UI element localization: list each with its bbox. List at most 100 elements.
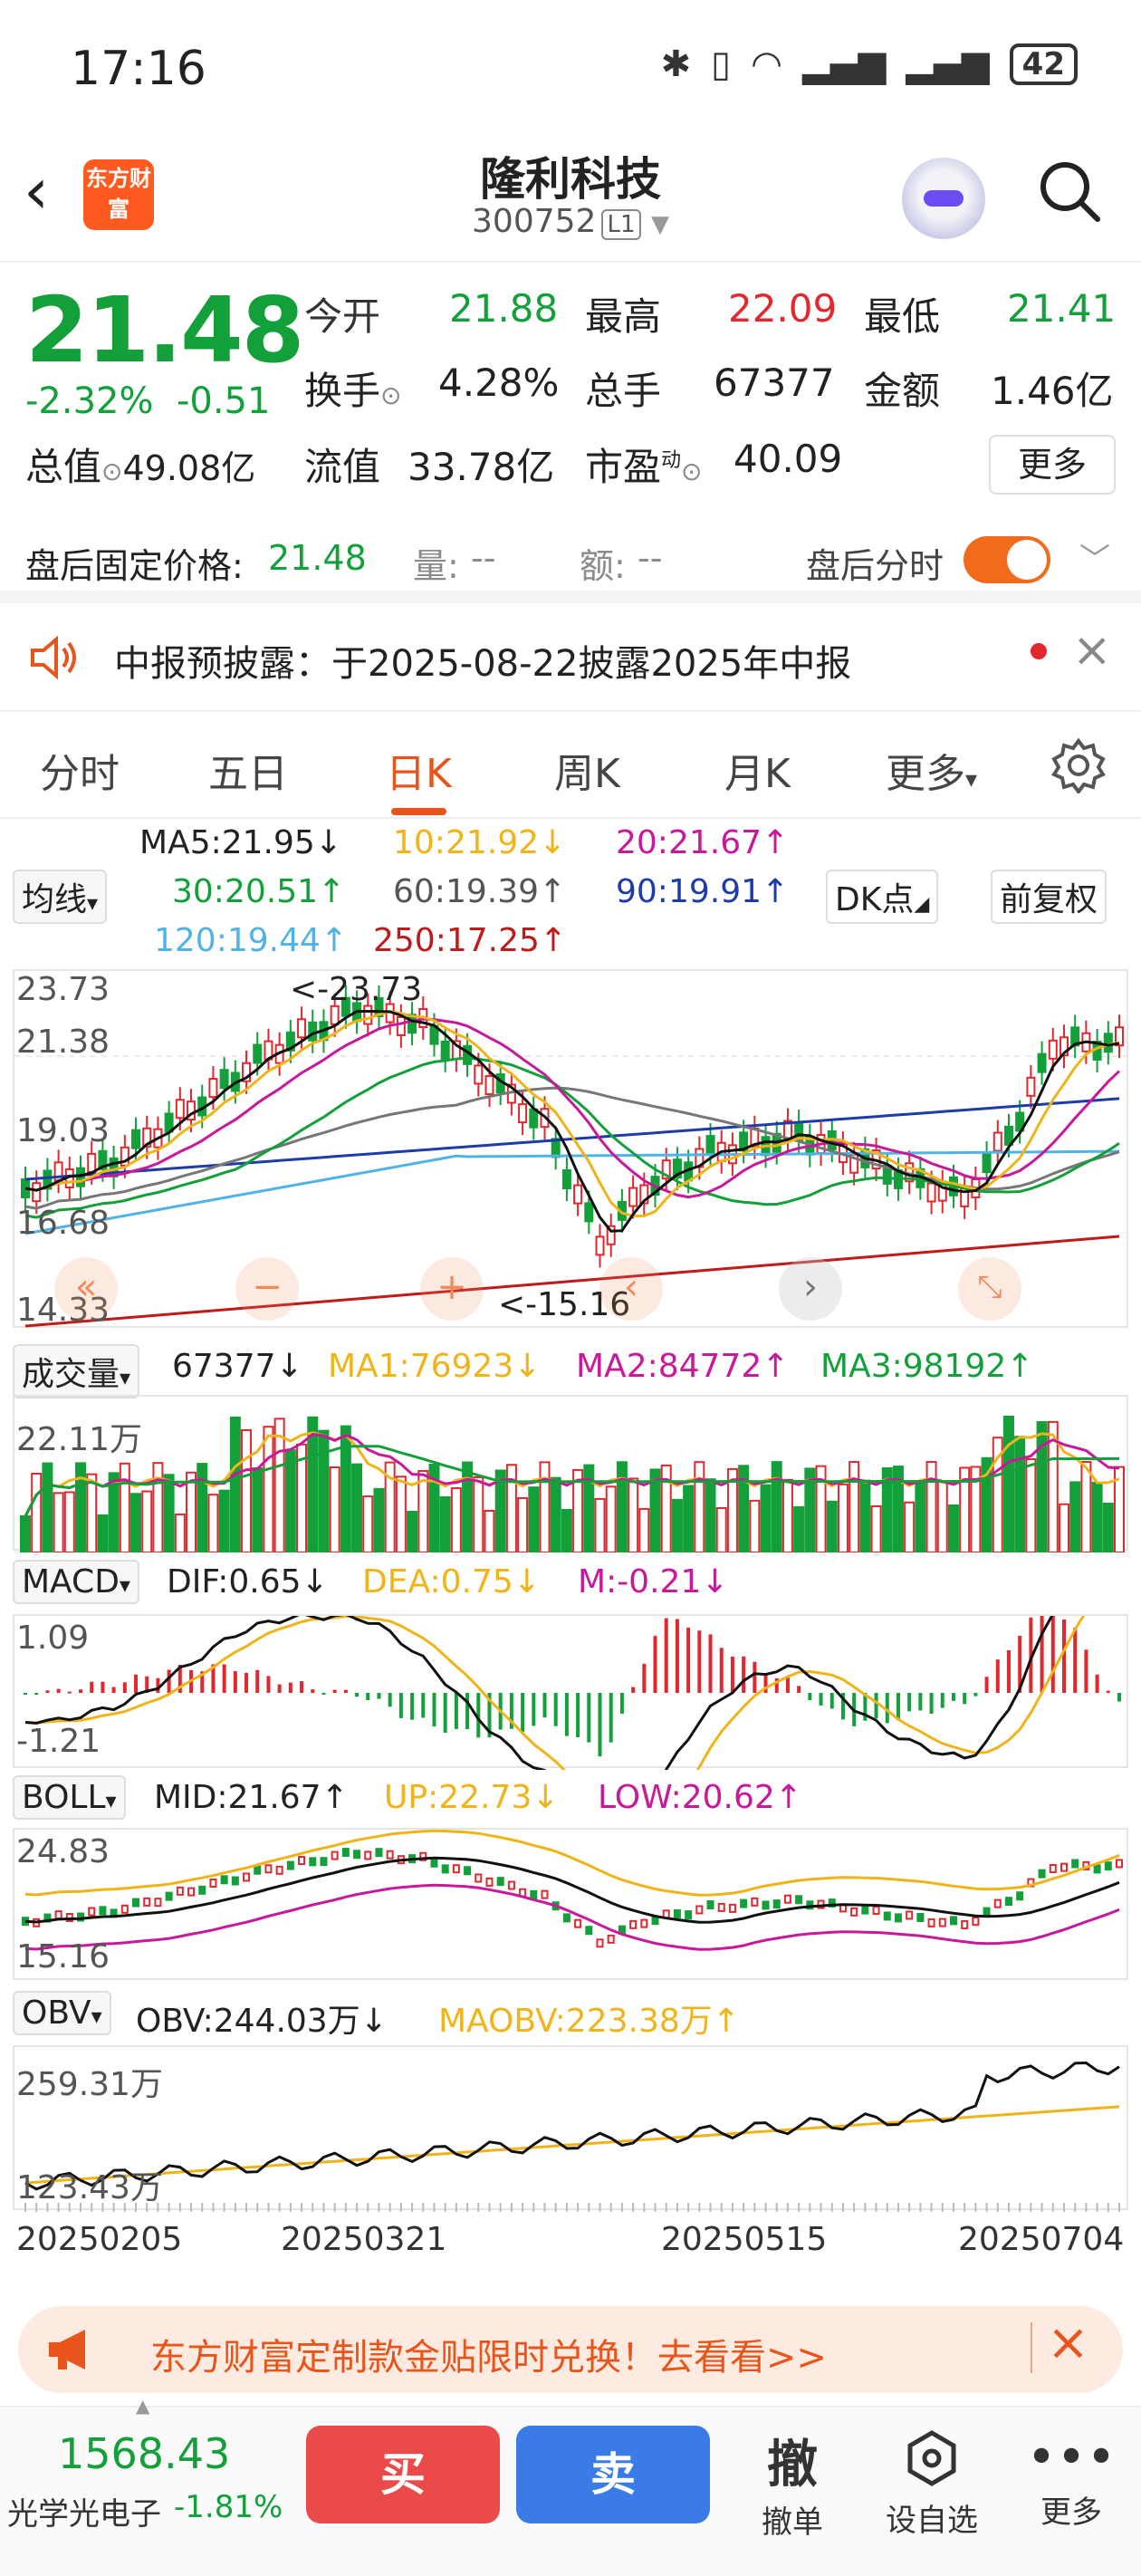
dk-point-selector[interactable]: DK点◢ [826,870,939,924]
index-value[interactable]: 1568.43 [58,2429,231,2478]
volume-ma1: MA1:76923↓ [328,1348,542,1385]
boll-candle [320,1857,328,1867]
candle-body [982,1153,992,1174]
macd-bar [377,1693,381,1699]
tab-monthly-k[interactable]: 月K [724,751,791,797]
volume-bar [781,1478,793,1552]
chevron-down-icon[interactable]: ﹀ [1079,542,1110,578]
boll-candle [198,1885,206,1895]
volume-bar [1025,1457,1037,1552]
info-icon[interactable]: ⊙ [101,457,123,486]
adjust-selector[interactable]: 前复权 [991,870,1107,924]
obv-chart[interactable]: 259.31万 123.43万 [13,2045,1128,2212]
boll-candle [861,1905,869,1915]
volume-bar [671,1498,683,1552]
volume-bar [197,1463,208,1552]
boll-candle [143,1897,151,1907]
dif-line [24,1616,1054,1770]
boll-candles [22,1848,1123,1948]
after-hours-toggle[interactable] [964,536,1050,583]
promo-banner[interactable]: 东方财富定制款金贴限时兑换！去看看>> × [18,2306,1123,2393]
boll-selector[interactable]: BOLL▾ [13,1775,126,1820]
index-name[interactable]: 光学光电子 [7,2496,161,2533]
boll-candle [275,1865,283,1875]
boll-candle [375,1848,383,1858]
robot-assistant-icon[interactable] [902,158,985,241]
scroll-left-icon[interactable]: « [54,1257,118,1321]
macd-bar [576,1693,580,1738]
more-button[interactable]: ••• 更多 [1021,2424,1121,2532]
macd-bar [443,1693,447,1733]
macd-bar [122,1682,127,1693]
bluetooth-icon: ✱ [660,43,692,85]
tab-weekly-k[interactable]: 周K [554,751,620,797]
candle-body [285,1031,295,1052]
volume-bar [517,1496,529,1552]
boll-candle [1104,1861,1112,1871]
obv-selector[interactable]: OBV▾ [13,1991,111,2035]
macd-bar [300,1681,304,1693]
gear-icon[interactable] [1050,737,1107,793]
ma5-line [24,1009,1120,1233]
ma-selector[interactable]: 均线▾ [13,870,108,924]
after-hours-label: 盘后固定价格: [25,546,244,586]
volume-selector[interactable]: 成交量▾ [13,1344,140,1399]
caret-down-icon: ▾ [119,1572,130,1598]
info-icon[interactable]: ⊙ [380,380,402,410]
unread-dot [1031,643,1047,659]
boll-chart[interactable]: 24.83 15.16 [13,1828,1128,1980]
notice-bar[interactable]: 中报预披露：于2025-08-22披露2025年中报 × [0,603,1141,712]
high-label: 最高 [585,294,662,339]
macd-bar [1095,1674,1099,1693]
tab-daily-k[interactable]: 日K [386,741,452,815]
stock-header: ‹ 东方财富 隆利科技 300752 L1 ▼ [0,136,1141,263]
date-label-1: 20250205 [16,2221,183,2258]
cancel-order-button[interactable]: 撤 撤单 [743,2424,842,2542]
next-icon[interactable]: › [779,1257,842,1321]
add-watchlist-button[interactable]: 设自选 [882,2424,982,2540]
zoom-out-icon[interactable]: − [235,1257,299,1321]
close-icon[interactable]: × [1047,2313,1089,2372]
volume-bar [462,1461,474,1552]
megaphone-icon [49,2330,85,2369]
boll-candle [1016,1891,1024,1901]
boll-candle [419,1851,427,1861]
vibrate-icon: ▯ [711,43,732,85]
volume-bar [1102,1503,1114,1552]
macd-bar [951,1693,955,1701]
macd-bar [1029,1617,1033,1693]
app-logo[interactable]: 东方财富 [83,159,154,230]
more-quote-button[interactable]: 更多 [989,435,1116,495]
back-button[interactable]: ‹ [24,154,49,228]
fullscreen-icon[interactable]: ⤡ [958,1257,1021,1321]
tab-five-day[interactable]: 五日 [208,751,288,797]
tab-more[interactable]: 更多▾ [886,741,977,799]
macd-bar [56,1688,61,1693]
corner-icon: ◢ [914,893,930,916]
volume-chart[interactable]: 22.11万 [13,1395,1128,1552]
kline-chart[interactable]: 23.73 21.38 19.03 16.68 14.33 <-23.73 <-… [13,969,1130,1329]
macd-bar [929,1693,934,1715]
boll-candle [993,1898,1002,1908]
stock-code-row[interactable]: 300752 L1 ▼ [0,203,1141,240]
tab-intraday[interactable]: 分时 [40,751,120,797]
volume-bar [859,1479,871,1552]
volume-bar [815,1465,827,1552]
y-tick-2: 21.38 [16,1024,110,1061]
buy-button[interactable]: 买 [306,2426,500,2523]
sell-button[interactable]: 卖 [516,2426,710,2523]
zoom-in-icon[interactable]: + [420,1257,484,1321]
search-icon[interactable] [1038,159,1101,223]
prev-icon[interactable]: ‹ [599,1257,663,1321]
macd-chart[interactable]: 1.09 -1.21 [13,1614,1128,1770]
volume-bar [837,1483,849,1552]
macd-bar [321,1693,326,1695]
close-icon[interactable]: × [1072,623,1112,678]
info-icon[interactable]: ⊙ [681,457,703,486]
macd-bar [995,1659,1000,1693]
boll-candle [475,1873,483,1883]
macd-selector[interactable]: MACD▾ [13,1560,139,1604]
total-cap-label: 总值 [25,445,102,489]
caret-up-icon[interactable]: ▲ [136,2395,150,2417]
candle-body [142,1127,152,1148]
